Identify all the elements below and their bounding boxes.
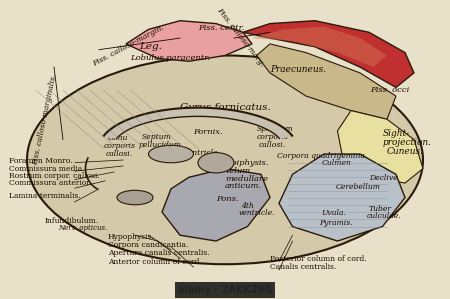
Text: Fiss. occi: Fiss. occi — [370, 86, 410, 94]
Polygon shape — [252, 27, 387, 67]
Text: Rostrum corpor. callosi.: Rostrum corpor. callosi. — [9, 172, 100, 180]
Text: culculae.: culculae. — [367, 212, 401, 220]
Text: Leg.: Leg. — [140, 42, 162, 51]
Text: Commissura media.: Commissura media. — [9, 164, 85, 173]
Text: Declive: Declive — [369, 174, 398, 182]
Text: Pyramis.: Pyramis. — [320, 219, 353, 227]
Text: Anterior column of cord.: Anterior column of cord. — [108, 258, 202, 266]
Text: callosi.: callosi. — [259, 141, 286, 150]
Polygon shape — [279, 154, 405, 241]
Text: Cuneus.: Cuneus. — [387, 147, 424, 156]
Text: pellucidum.: pellucidum. — [139, 141, 184, 150]
Polygon shape — [256, 44, 396, 119]
Text: Fiss. calloso-marginalis.: Fiss. calloso-marginalis. — [32, 73, 58, 166]
Text: Fiss. calloso-margin.: Fiss. calloso-margin. — [91, 23, 165, 68]
Polygon shape — [104, 108, 292, 138]
Text: Infundibulum.: Infundibulum. — [45, 217, 99, 225]
Ellipse shape — [198, 152, 234, 173]
Text: Lobulus paracentr.: Lobulus paracentr. — [130, 54, 211, 62]
Text: Tuber: Tuber — [369, 205, 392, 213]
Text: Uvula.: Uvula. — [322, 210, 346, 217]
Text: Cerebellum: Cerebellum — [335, 182, 380, 190]
Text: Corpora quadrigemina.: Corpora quadrigemina. — [277, 152, 367, 159]
Text: Sight-: Sight- — [382, 129, 410, 138]
Text: Commissura anterior.: Commissura anterior. — [9, 179, 91, 187]
Text: Nerv. opticus.: Nerv. opticus. — [58, 224, 108, 232]
Text: Foramen Monro.: Foramen Monro. — [9, 157, 72, 165]
Text: Hypophysis.: Hypophysis. — [108, 233, 155, 241]
Polygon shape — [162, 169, 270, 241]
Text: Gyrus fornicatus.: Gyrus fornicatus. — [180, 103, 270, 112]
Text: Praecuneus.: Praecuneus. — [270, 65, 326, 74]
Ellipse shape — [117, 190, 153, 205]
Text: M. ventricle.: M. ventricle. — [171, 149, 220, 157]
Text: medullare: medullare — [225, 175, 268, 183]
Text: 4th: 4th — [241, 202, 254, 210]
Text: corporis: corporis — [256, 133, 288, 141]
Text: Genu: Genu — [108, 134, 128, 142]
Text: Epiphysis.: Epiphysis. — [225, 159, 268, 167]
Text: alamy - 2AKK26G: alamy - 2AKK26G — [178, 285, 272, 295]
Text: Lamina terminalis.: Lamina terminalis. — [9, 192, 81, 200]
Polygon shape — [126, 21, 252, 61]
Polygon shape — [338, 111, 423, 183]
Text: anticum.: anticum. — [225, 182, 262, 190]
Text: Posterior column of cord.: Posterior column of cord. — [270, 255, 367, 263]
Text: Fiss. calloso-marg.: Fiss. calloso-marg. — [215, 6, 266, 68]
Text: Pons.: Pons. — [216, 195, 239, 203]
Text: projection.: projection. — [382, 138, 432, 147]
Polygon shape — [243, 21, 414, 87]
Text: ventricle.: ventricle. — [238, 210, 275, 217]
Text: Septum: Septum — [142, 133, 171, 141]
Text: Velum: Velum — [225, 167, 251, 176]
Text: Corpora candicantia.: Corpora candicantia. — [108, 241, 189, 249]
Ellipse shape — [27, 56, 423, 264]
Ellipse shape — [148, 145, 194, 163]
Text: Culmen: Culmen — [322, 159, 351, 167]
Text: callosi.: callosi. — [106, 150, 133, 158]
Text: Splenium: Splenium — [256, 125, 293, 133]
Text: Apertura canalis centralis.: Apertura canalis centralis. — [108, 249, 210, 257]
Text: Fornix.: Fornix. — [194, 128, 223, 136]
Text: Canalis centralis.: Canalis centralis. — [270, 263, 337, 271]
Text: corporis: corporis — [104, 142, 135, 150]
Text: Fiss. centr.: Fiss. centr. — [198, 24, 244, 32]
